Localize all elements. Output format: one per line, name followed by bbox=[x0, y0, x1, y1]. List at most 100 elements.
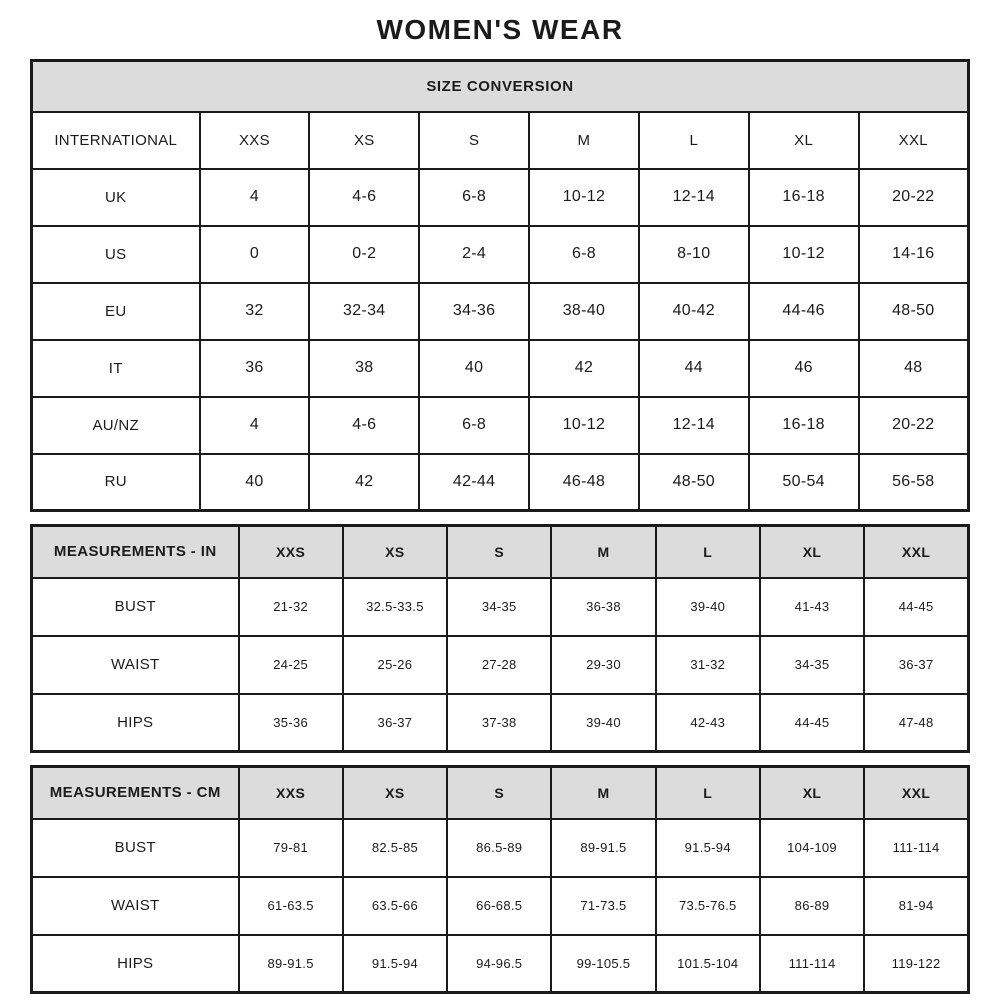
column-header-size: S bbox=[418, 110, 531, 170]
size-cell: 46 bbox=[747, 338, 860, 398]
size-cell: 6-8 bbox=[418, 395, 531, 455]
row-label: WAIST bbox=[30, 634, 240, 695]
row-label: WAIST bbox=[30, 875, 240, 936]
column-header-size: XXS bbox=[237, 765, 344, 820]
size-cell: 47-48 bbox=[863, 692, 970, 753]
size-cell: 4-6 bbox=[308, 395, 421, 455]
column-header-size: M bbox=[550, 765, 657, 820]
size-cell: 99-105.5 bbox=[550, 933, 657, 994]
size-cell: 42 bbox=[528, 338, 640, 398]
size-cell: 46-48 bbox=[528, 452, 640, 512]
column-header-size: XS bbox=[341, 765, 449, 820]
size-cell: 89-91.5 bbox=[237, 933, 344, 994]
column-header-size: XXL bbox=[857, 110, 970, 170]
size-cell: 50-54 bbox=[747, 452, 860, 512]
size-cell: 8-10 bbox=[637, 224, 750, 284]
column-header-size: M bbox=[550, 524, 657, 579]
table-row: EU 32 32-34 34-36 38-40 40-42 44-46 48-50 bbox=[30, 281, 970, 341]
column-header-size: XXS bbox=[198, 110, 311, 170]
table-row: HIPS 35-36 36-37 37-38 39-40 42-43 44-45 47-48 bbox=[30, 692, 970, 753]
size-cell: 39-40 bbox=[654, 576, 761, 637]
table-row: BUST 21-32 32.5-33.5 34-35 36-38 39-40 41-43 44… bbox=[30, 576, 970, 637]
size-cell: 16-18 bbox=[747, 395, 860, 455]
size-cell: 36-37 bbox=[863, 634, 970, 695]
size-cell: 12-14 bbox=[637, 395, 750, 455]
size-cell: 61-63.5 bbox=[237, 875, 344, 936]
size-cell: 32-34 bbox=[308, 281, 421, 341]
size-cell: 35-36 bbox=[237, 692, 344, 753]
size-cell: 10-12 bbox=[747, 224, 860, 284]
size-cell: 91.5-94 bbox=[654, 817, 761, 878]
size-cell: 39-40 bbox=[550, 692, 657, 753]
size-cell: 73.5-76.5 bbox=[654, 875, 761, 936]
size-cell: 6-8 bbox=[528, 224, 640, 284]
table-size-conversion: SIZE CONVERSION INTERNATIONAL XXS XS S M L XL XX… bbox=[30, 59, 970, 512]
size-cell: 104-109 bbox=[758, 817, 866, 878]
size-cell: 86.5-89 bbox=[446, 817, 553, 878]
size-cell: 86-89 bbox=[758, 875, 866, 936]
size-cell: 36-38 bbox=[550, 576, 657, 637]
size-cell: 16-18 bbox=[747, 167, 860, 227]
table-row: WAIST 61-63.5 63.5-66 66-68.5 71-73.5 73.5-76… bbox=[30, 875, 970, 936]
size-cell: 14-16 bbox=[857, 224, 970, 284]
size-cell: 63.5-66 bbox=[341, 875, 449, 936]
size-cell: 34-36 bbox=[418, 281, 531, 341]
size-cell: 94-96.5 bbox=[446, 933, 553, 994]
size-cell: 4-6 bbox=[308, 167, 421, 227]
size-cell: 32 bbox=[198, 281, 311, 341]
table-measurements-in: MEASUREMENTS - IN XXS XS S M L XL XXL BUST 21-32 3… bbox=[30, 524, 970, 753]
size-cell: 81-94 bbox=[863, 875, 970, 936]
header-row: MEASUREMENTS - CM XXS XS S M L XL XXL bbox=[30, 765, 970, 820]
size-cell: 44 bbox=[637, 338, 750, 398]
row-label: HIPS bbox=[30, 692, 240, 753]
table-row: IT 36 38 40 42 44 46 48 bbox=[30, 338, 970, 398]
column-header-size: XS bbox=[341, 524, 449, 579]
table-row: BUST 79-81 82.5-85 86.5-89 89-91.5 91.5-94 104… bbox=[30, 817, 970, 878]
size-cell: 31-32 bbox=[654, 634, 761, 695]
column-header-label: INTERNATIONAL bbox=[30, 110, 201, 170]
column-header-label: MEASUREMENTS - CM bbox=[30, 765, 240, 820]
row-label: RU bbox=[30, 452, 201, 512]
table-row: UK 4 4-6 6-8 10-12 12-14 16-18 20-22 bbox=[30, 167, 970, 227]
size-cell: 29-30 bbox=[550, 634, 657, 695]
column-header-size: XS bbox=[308, 110, 421, 170]
size-cell: 24-25 bbox=[237, 634, 344, 695]
banner-row: SIZE CONVERSION bbox=[30, 59, 970, 113]
size-cell: 111-114 bbox=[863, 817, 970, 878]
size-cell: 4 bbox=[198, 167, 311, 227]
row-label: BUST bbox=[30, 576, 240, 637]
size-cell: 40-42 bbox=[637, 281, 750, 341]
column-header-size: XXS bbox=[237, 524, 344, 579]
column-header-size: M bbox=[528, 110, 640, 170]
size-cell: 66-68.5 bbox=[446, 875, 553, 936]
size-cell: 25-26 bbox=[341, 634, 449, 695]
size-cell: 10-12 bbox=[528, 395, 640, 455]
row-label: UK bbox=[30, 167, 201, 227]
header-row: INTERNATIONAL XXS XS S M L XL XXL bbox=[30, 110, 970, 170]
size-cell: 12-14 bbox=[637, 167, 750, 227]
size-cell: 2-4 bbox=[418, 224, 531, 284]
size-cell: 10-12 bbox=[528, 167, 640, 227]
column-header-size: XXL bbox=[863, 765, 970, 820]
row-label: EU bbox=[30, 281, 201, 341]
size-cell: 36 bbox=[198, 338, 311, 398]
table-banner: SIZE CONVERSION bbox=[30, 59, 970, 113]
size-cell: 71-73.5 bbox=[550, 875, 657, 936]
row-label: US bbox=[30, 224, 201, 284]
size-cell: 119-122 bbox=[863, 933, 970, 994]
size-cell: 42-44 bbox=[418, 452, 531, 512]
column-header-label: MEASUREMENTS - IN bbox=[30, 524, 240, 579]
size-cell: 36-37 bbox=[341, 692, 449, 753]
column-header-size: XL bbox=[758, 524, 866, 579]
size-cell: 34-35 bbox=[758, 634, 866, 695]
size-cell: 40 bbox=[418, 338, 531, 398]
size-cell: 27-28 bbox=[446, 634, 553, 695]
size-cell: 48 bbox=[857, 338, 970, 398]
table-row: AU/NZ 4 4-6 6-8 10-12 12-14 16-18 20-22 bbox=[30, 395, 970, 455]
size-cell: 41-43 bbox=[758, 576, 866, 637]
page-title: WOMEN'S WEAR bbox=[376, 14, 624, 45]
column-header-size: S bbox=[446, 524, 553, 579]
column-header-size: L bbox=[654, 765, 761, 820]
size-cell: 21-32 bbox=[237, 576, 344, 637]
